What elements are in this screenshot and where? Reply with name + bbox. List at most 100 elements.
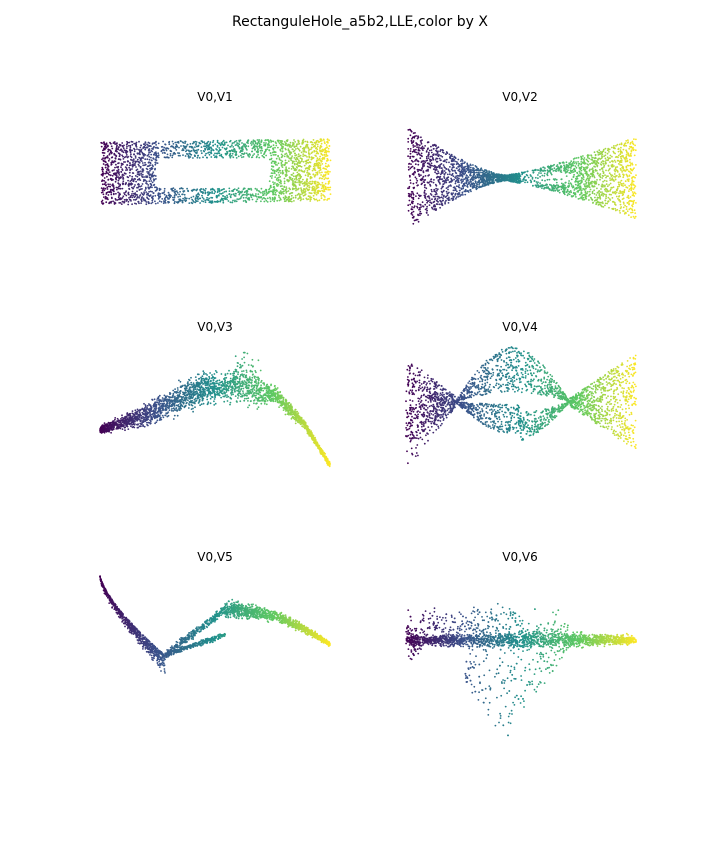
scatter-point <box>608 148 611 151</box>
scatter-point <box>440 163 443 165</box>
scatter-point <box>416 206 419 209</box>
scatter-point <box>413 150 415 153</box>
scatter-point <box>128 188 131 190</box>
scatter-point <box>319 168 322 171</box>
scatter-point <box>128 171 131 174</box>
scatter-point <box>148 195 151 198</box>
scatter-point <box>184 155 187 157</box>
scatter-point <box>275 183 278 186</box>
scatter-point <box>583 188 586 191</box>
scatter-point <box>320 195 323 197</box>
scatter-point <box>590 182 593 185</box>
scatter-point <box>439 206 441 209</box>
scatter-point <box>197 198 200 200</box>
scatter-point <box>121 187 124 190</box>
scatter-point <box>591 175 594 178</box>
scatter-point <box>324 150 327 153</box>
scatter-point <box>575 177 577 180</box>
scatter-point <box>455 175 458 177</box>
scatter-point <box>263 151 266 154</box>
scatter-point <box>143 155 145 157</box>
scatter-point <box>324 177 327 179</box>
scatter-point <box>588 185 590 188</box>
scatter-point <box>574 165 577 167</box>
scatter-point <box>146 171 148 173</box>
scatter-point <box>315 198 318 201</box>
scatter-point <box>283 182 286 185</box>
scatter-point <box>634 215 637 218</box>
scatter-point <box>420 136 422 139</box>
scatter-point <box>117 170 120 172</box>
scatter-point <box>444 196 447 198</box>
scatter-point <box>630 183 632 186</box>
scatter-point <box>450 168 453 171</box>
scatter-point <box>569 169 572 172</box>
scatter-point <box>237 142 239 145</box>
scatter-point <box>116 188 118 191</box>
scatter-point <box>617 159 620 162</box>
scatter-point <box>302 178 304 181</box>
scatter-point <box>409 182 412 184</box>
scatter-point <box>285 166 287 169</box>
scatter-point <box>302 138 305 141</box>
scatter-point <box>620 206 623 208</box>
scatter-point <box>306 178 308 181</box>
scatter-point <box>297 161 300 164</box>
scatter-point <box>473 178 475 180</box>
scatter-point <box>172 196 174 199</box>
scatter-point <box>256 147 259 149</box>
scatter-point <box>289 177 291 180</box>
scatter-point <box>221 141 224 143</box>
scatter-point <box>214 143 217 146</box>
scatter-point <box>261 198 264 200</box>
scatter-point <box>140 144 143 147</box>
scatter-point <box>135 166 137 168</box>
scatter-point <box>326 177 329 180</box>
scatter-point <box>309 180 311 183</box>
scatter-point <box>141 162 144 164</box>
scatter-point <box>446 152 449 155</box>
scatter-point <box>302 150 305 152</box>
scatter-point <box>633 209 636 212</box>
scatter-point <box>277 162 280 165</box>
scatter-point <box>134 160 137 163</box>
scatter-point <box>254 142 257 144</box>
scatter-point <box>126 150 129 153</box>
scatter-point <box>219 144 222 146</box>
scatter-point <box>473 186 476 189</box>
scatter-point <box>204 142 206 145</box>
scatter-point <box>552 170 555 172</box>
scatter-point <box>246 149 248 151</box>
scatter-point <box>122 176 124 179</box>
scatter-point <box>101 199 104 202</box>
scatter-point <box>411 137 413 140</box>
scatter-point <box>316 157 319 160</box>
scatter-point <box>329 186 332 189</box>
scatter-point <box>313 167 316 169</box>
scatter-point <box>453 186 456 188</box>
scatter-point <box>453 178 455 181</box>
scatter-point <box>434 197 437 200</box>
scatter-point <box>309 177 312 180</box>
scatter-point <box>592 169 594 172</box>
scatter-point <box>324 162 327 165</box>
scatter-point <box>208 201 211 204</box>
scatter-point <box>284 163 286 166</box>
scatter-point <box>578 167 581 169</box>
scatter-point <box>155 157 158 159</box>
scatter-point <box>550 173 553 176</box>
scatter-point <box>442 183 445 186</box>
scatter-point <box>591 192 594 195</box>
scatter-point <box>287 155 289 158</box>
panel-title: V0,V1 <box>197 90 233 104</box>
scatter-point <box>300 157 303 160</box>
scatter-point <box>445 190 448 193</box>
scatter-point <box>614 192 617 195</box>
scatter-point <box>115 192 117 195</box>
scatter-point <box>122 180 125 183</box>
scatter-point <box>255 193 257 195</box>
scatter-point <box>260 139 263 142</box>
scatter-point <box>229 195 232 198</box>
scatter-point <box>185 199 188 202</box>
scatter-point <box>628 175 631 177</box>
